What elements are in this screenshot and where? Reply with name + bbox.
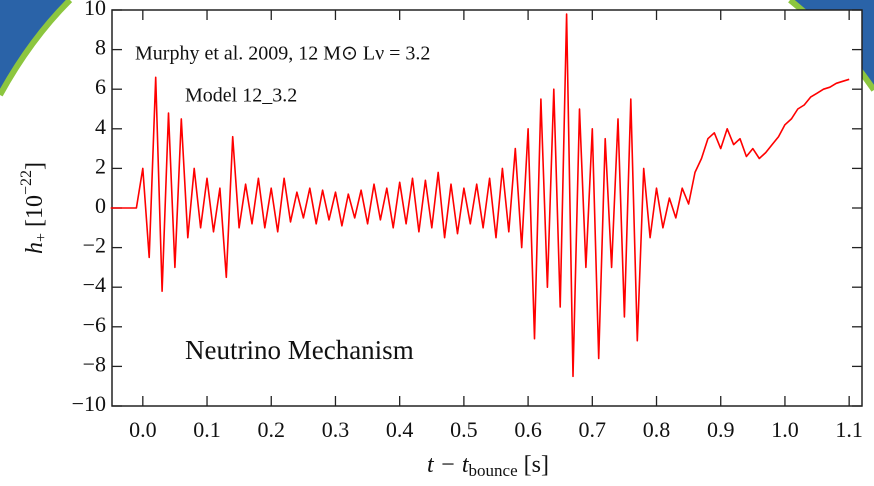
x-tick-label: 0.5	[450, 417, 478, 442]
x-tick-label: 1.0	[771, 417, 799, 442]
x-tick-label: 0.4	[386, 417, 414, 442]
y-tick-label: 0	[95, 193, 106, 218]
y-tick-label: 6	[95, 74, 106, 99]
x-tick-label: 0.3	[322, 417, 350, 442]
x-tick-label: 0.6	[514, 417, 542, 442]
x-axis-label: t − tbounce [s]	[427, 452, 549, 480]
corner-arc	[0, 0, 73, 97]
y-tick-label: 8	[95, 35, 106, 60]
y-tick-label: −4	[83, 272, 106, 297]
x-tick-label: 0.1	[193, 417, 221, 442]
y-tick-label: −2	[83, 233, 106, 258]
x-tick-label: 0.2	[257, 417, 285, 442]
x-tick-label: 0.8	[643, 417, 671, 442]
y-tick-label: −6	[83, 312, 106, 337]
annotation: Murphy et al. 2009, 12 M⊙ Lν = 3.2	[135, 43, 430, 65]
x-tick-label: 1.1	[835, 417, 863, 442]
x-tick-label: 0.9	[707, 417, 735, 442]
annotation: Model 12_3.2	[185, 85, 297, 107]
y-tick-label: −10	[72, 391, 106, 416]
annotation: Neutrino Mechanism	[185, 335, 414, 365]
y-tick-label: −8	[83, 351, 106, 376]
x-tick-label: 0.7	[579, 417, 607, 442]
y-tick-label: 4	[95, 114, 106, 139]
y-axis-label: h+ [10−22]	[18, 162, 50, 254]
signal-line	[110, 13, 850, 378]
x-tick-label: 0.0	[129, 417, 157, 442]
y-tick-label: 10	[84, 0, 106, 20]
y-tick-label: 2	[95, 153, 106, 178]
corner-decoration	[0, 0, 70, 95]
